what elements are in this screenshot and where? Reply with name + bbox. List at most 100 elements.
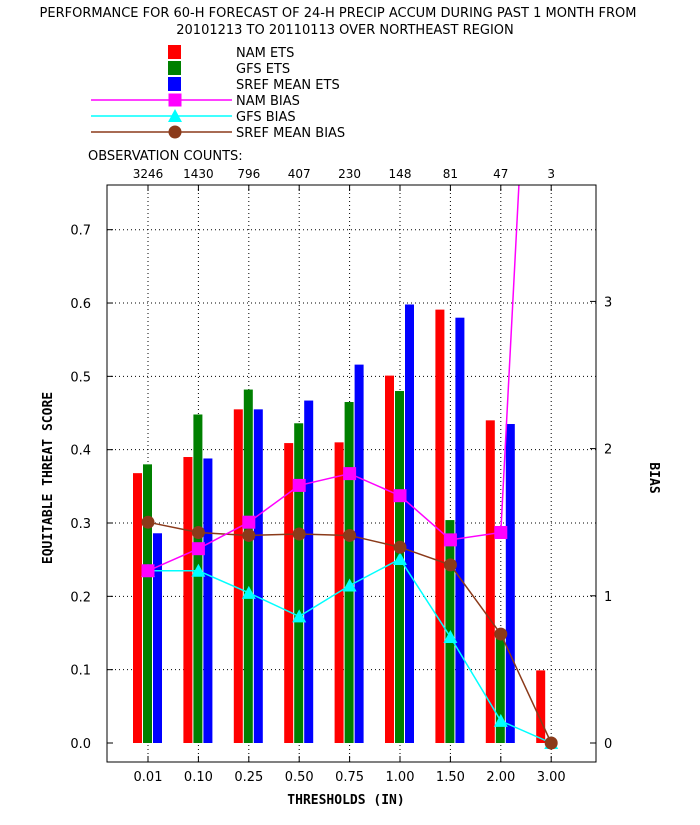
chart-title-line1: PERFORMANCE FOR 60-H FORECAST OF 24-H PR… bbox=[40, 6, 637, 21]
gfs-ets-bar bbox=[395, 391, 404, 743]
nam-bias-marker bbox=[393, 489, 407, 503]
sref-mean-bias-legend-marker bbox=[168, 125, 182, 139]
sref-mean-bias-marker bbox=[292, 527, 306, 541]
observation-counts: 3246 1430 796 407 230 148 81 47 3 bbox=[133, 167, 555, 181]
sref-mean-bias-marker bbox=[494, 627, 508, 641]
gfs-bias-marker bbox=[342, 578, 357, 592]
gfs-bias-marker bbox=[191, 563, 206, 577]
ets-bars bbox=[133, 304, 546, 743]
gfs-bias-marker bbox=[241, 585, 256, 599]
nam-ets-bar bbox=[133, 473, 142, 743]
y-tick-label: 0.6 bbox=[70, 297, 91, 312]
y-tick-label: 0.0 bbox=[70, 737, 91, 752]
y-tick-label: 0.7 bbox=[70, 224, 91, 239]
nam-bias-legend-label: NAM BIAS bbox=[236, 94, 300, 109]
y2-axis-label: BIAS bbox=[646, 462, 661, 493]
observation-count: 148 bbox=[389, 167, 412, 181]
observation-count: 81 bbox=[443, 167, 458, 181]
gfs-bias-marker bbox=[393, 552, 407, 565]
gfs-bias-legend-marker bbox=[168, 109, 182, 122]
sref-mean-bias-legend-label: SREF MEAN BIAS bbox=[236, 126, 345, 141]
y-tick-label: 0.4 bbox=[70, 444, 91, 459]
sref-mean-ets-bar bbox=[253, 409, 263, 743]
nam-bias-marker bbox=[292, 478, 306, 492]
sref-mean-ets-bar bbox=[455, 317, 465, 743]
observation-count: 3246 bbox=[133, 167, 164, 181]
nam-ets-bar bbox=[536, 670, 546, 743]
sref-mean-bias-marker bbox=[443, 558, 457, 572]
y2-tick-label: 2 bbox=[604, 443, 612, 458]
nam-bias-marker bbox=[191, 542, 205, 556]
plot-border bbox=[106, 184, 597, 763]
nam-bias-marker bbox=[141, 564, 155, 578]
observation-count: 230 bbox=[338, 167, 361, 181]
gfs-ets-bar bbox=[143, 464, 152, 743]
nam-ets-bar bbox=[485, 420, 495, 743]
sref-mean-ets-legend-swatch bbox=[168, 77, 181, 91]
observation-count: 3 bbox=[547, 167, 555, 181]
sref-mean-bias-marker bbox=[343, 528, 357, 542]
observation-count: 1430 bbox=[183, 167, 214, 181]
x-tick-label: 1.50 bbox=[436, 770, 465, 785]
sref-mean-bias-marker bbox=[141, 515, 155, 529]
gfs-bias-marker bbox=[292, 609, 307, 623]
sref-mean-bias-marker bbox=[191, 526, 205, 540]
x-axis-label: THRESHOLDS (IN) bbox=[287, 793, 404, 808]
chart-title-line2: 20101213 TO 20110113 OVER NORTHEAST REGI… bbox=[176, 23, 514, 38]
gfs-ets-bar bbox=[294, 423, 304, 743]
observation-counts-label: OBSERVATION COUNTS: bbox=[88, 149, 243, 164]
y-tick-label: 0.2 bbox=[70, 590, 91, 605]
observation-count: 407 bbox=[288, 167, 311, 181]
nam-ets-legend-swatch bbox=[168, 45, 181, 59]
nam-bias-marker bbox=[443, 533, 457, 547]
sref-mean-ets-legend-label: SREF MEAN ETS bbox=[236, 78, 340, 93]
bias-lines bbox=[141, 185, 559, 750]
gfs-bias-marker bbox=[443, 630, 458, 644]
nam-bias-legend-marker bbox=[168, 93, 182, 107]
gfs-ets-bar bbox=[495, 633, 505, 743]
observation-count: 47 bbox=[493, 167, 508, 181]
gfs-ets-legend-swatch bbox=[168, 61, 181, 75]
nam-ets-bar bbox=[385, 375, 394, 743]
sref-mean-ets-bar bbox=[153, 533, 162, 743]
x-tick-label: 2.00 bbox=[486, 770, 515, 785]
y2-tick-label: 0 bbox=[604, 737, 612, 752]
y-tick-label: 0.1 bbox=[70, 664, 91, 679]
x-tick-label: 3.00 bbox=[537, 770, 566, 785]
nam-ets-legend-label: NAM ETS bbox=[236, 46, 294, 61]
gfs-bias-marker bbox=[493, 713, 508, 727]
gfs-bias-legend-label: GFS BIAS bbox=[236, 110, 296, 125]
y-tick-label: 0.3 bbox=[70, 517, 91, 532]
sref-mean-ets-bar bbox=[203, 458, 213, 743]
nam-ets-bar bbox=[435, 309, 445, 743]
observation-count: 796 bbox=[237, 167, 260, 181]
plot-frame bbox=[106, 184, 597, 763]
gfs-ets-legend-label: GFS ETS bbox=[236, 62, 290, 77]
nam-bias-marker bbox=[242, 515, 256, 529]
nam-bias-marker bbox=[343, 467, 357, 481]
sref-mean-ets-bar bbox=[405, 304, 414, 743]
nam-bias-marker bbox=[494, 526, 508, 540]
axes: 0.0 0.1 0.2 0.3 0.4 0.5 0.6 0.7 0 1 2 3 0.01 0.10 0.25… bbox=[70, 185, 612, 785]
sref-mean-bias-marker bbox=[242, 528, 256, 542]
x-tick-label: 1.00 bbox=[386, 770, 415, 785]
gfs-ets-bar bbox=[193, 414, 203, 743]
y2-tick-label: 1 bbox=[604, 590, 612, 605]
x-tick-label: 0.01 bbox=[134, 770, 163, 785]
x-tick-label: 0.10 bbox=[184, 770, 213, 785]
y-tick-label: 0.5 bbox=[70, 370, 91, 385]
nam-ets-bar bbox=[284, 443, 294, 743]
sref-mean-bias-marker bbox=[544, 736, 558, 750]
sref-mean-bias-marker bbox=[393, 540, 407, 554]
gfs-ets-bar bbox=[243, 389, 253, 743]
sref-mean-ets-bar bbox=[304, 400, 314, 743]
x-tick-label: 0.50 bbox=[285, 770, 314, 785]
gfs-ets-bar bbox=[344, 402, 354, 743]
sref-mean-ets-bar bbox=[354, 364, 364, 743]
nam-ets-bar bbox=[183, 457, 193, 743]
nam-ets-bar bbox=[233, 409, 243, 743]
x-tick-label: 0.75 bbox=[335, 770, 364, 785]
y2-tick-label: 3 bbox=[604, 295, 612, 310]
sref-mean-ets-bar bbox=[505, 424, 515, 743]
